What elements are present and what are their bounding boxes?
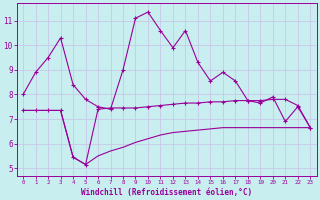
X-axis label: Windchill (Refroidissement éolien,°C): Windchill (Refroidissement éolien,°C) [81,188,252,197]
